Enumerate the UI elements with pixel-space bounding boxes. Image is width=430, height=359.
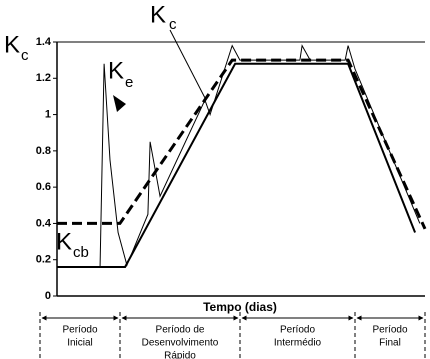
stage-label: Período [280, 325, 315, 336]
annotation-sub: c [169, 16, 177, 33]
y-axis-label-sub: c [21, 47, 29, 64]
y-tick-label: 1.2 [36, 72, 51, 84]
y-tick-label: 1 [45, 108, 51, 120]
annotation: K [108, 57, 124, 84]
stage-label: Período de [156, 325, 205, 336]
stage-label: Período [62, 325, 97, 336]
series-line [57, 58, 427, 230]
ke-arrow [113, 95, 126, 112]
series-line [57, 62, 416, 268]
annotation-sub: e [125, 74, 133, 91]
kc-pointer [169, 29, 206, 99]
y-axis-label: K [4, 31, 20, 58]
annotation-sub: cb [73, 244, 89, 261]
stage-label: Final [379, 338, 401, 349]
stage-label: Intermédio [274, 338, 322, 349]
y-tick-label: 1.4 [36, 36, 52, 48]
stage-label: Desenvolvimento [142, 338, 219, 349]
y-tick-label: 0.2 [36, 254, 51, 266]
stage-label: Inicial [67, 338, 93, 349]
y-tick-label: 0.4 [36, 217, 52, 229]
y-tick-label: 0.6 [36, 181, 51, 193]
annotation: K [56, 228, 72, 255]
annotation: K [150, 1, 166, 28]
y-tick-label: 0 [45, 290, 51, 302]
series-line [57, 44, 421, 268]
x-axis-label: Tempo (dias) [203, 300, 277, 314]
stage-label: Rápido [164, 351, 196, 359]
y-tick-label: 0.8 [36, 145, 51, 157]
stage-label: Período [372, 325, 407, 336]
